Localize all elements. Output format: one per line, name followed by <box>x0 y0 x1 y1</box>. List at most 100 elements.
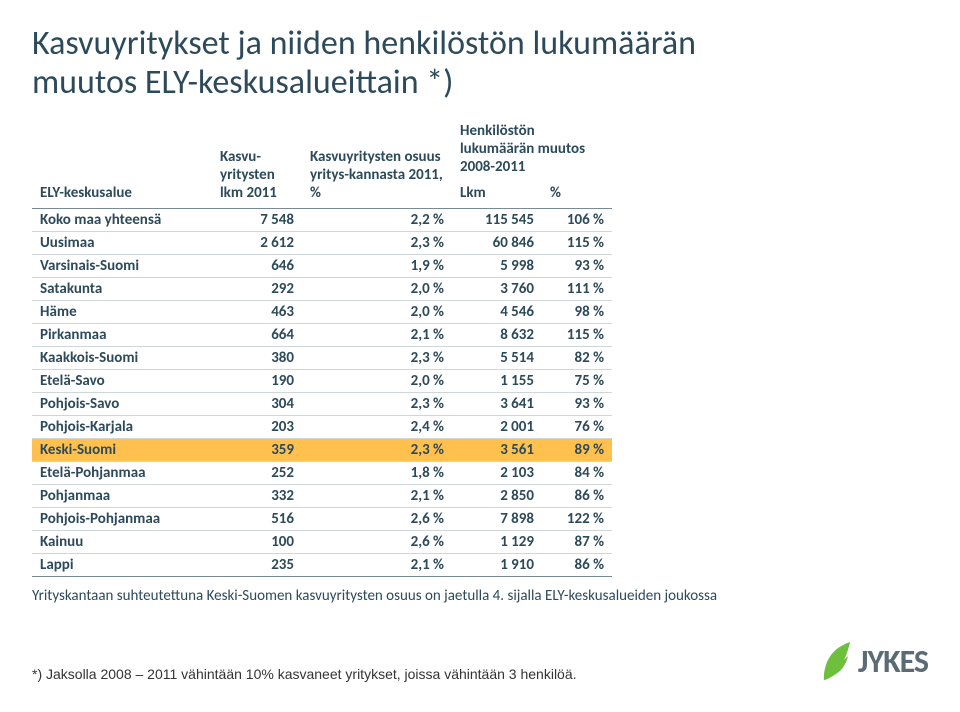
title-line-2: muutos ELY-keskusalueittain *) <box>32 62 453 103</box>
cell-change-lkm: 4 546 <box>452 301 542 324</box>
cell-count: 252 <box>212 462 302 485</box>
cell-share: 2,0 % <box>302 301 452 324</box>
table-row: Pohjois-Pohjanmaa5162,6 %7 898122 % <box>32 508 612 531</box>
cell-change-lkm: 1 910 <box>452 554 542 577</box>
cell-share: 2,0 % <box>302 278 452 301</box>
table-row: Koko maa yhteensä7 5482,2 %115 545106 % <box>32 209 612 232</box>
table-row: Pohjois-Savo3042,3 %3 64193 % <box>32 393 612 416</box>
cell-share: 2,3 % <box>302 393 452 416</box>
table-row: Pohjois-Karjala2032,4 %2 00176 % <box>32 416 612 439</box>
cell-count: 7 548 <box>212 209 302 232</box>
cell-share: 2,1 % <box>302 554 452 577</box>
cell-region: Kainuu <box>32 531 212 554</box>
cell-share: 2,6 % <box>302 508 452 531</box>
table-row: Pirkanmaa6642,1 %8 632115 % <box>32 324 612 347</box>
cell-share: 2,4 % <box>302 416 452 439</box>
table-row: Pohjanmaa3322,1 %2 85086 % <box>32 485 612 508</box>
cell-change-pct: 86 % <box>542 485 612 508</box>
cell-count: 359 <box>212 439 302 462</box>
table-row: Uusimaa2 6122,3 %60 846115 % <box>32 232 612 255</box>
cell-count: 304 <box>212 393 302 416</box>
cell-region: Satakunta <box>32 278 212 301</box>
cell-change-lkm: 60 846 <box>452 232 542 255</box>
table-row: Etelä-Savo1902,0 %1 15575 % <box>32 370 612 393</box>
cell-region: Pohjanmaa <box>32 485 212 508</box>
cell-change-lkm: 2 850 <box>452 485 542 508</box>
cell-change-pct: 115 % <box>542 324 612 347</box>
table-row: Etelä-Pohjanmaa2521,8 %2 10384 % <box>32 462 612 485</box>
cell-change-lkm: 2 103 <box>452 462 542 485</box>
cell-region: Varsinais-Suomi <box>32 255 212 278</box>
title-line-1: Kasvuyritykset ja niiden henkilöstön luk… <box>32 23 696 64</box>
cell-change-lkm: 115 545 <box>452 209 542 232</box>
cell-change-pct: 82 % <box>542 347 612 370</box>
table-row: Lappi2352,1 %1 91086 % <box>32 554 612 577</box>
cell-region: Kaakkois-Suomi <box>32 347 212 370</box>
cell-count: 332 <box>212 485 302 508</box>
cell-count: 516 <box>212 508 302 531</box>
table-row: Kaakkois-Suomi3802,3 %5 51482 % <box>32 347 612 370</box>
cell-count: 100 <box>212 531 302 554</box>
table-row: Keski-Suomi3592,3 %3 56189 % <box>32 439 612 462</box>
cell-count: 646 <box>212 255 302 278</box>
cell-region: Pohjois-Savo <box>32 393 212 416</box>
cell-count: 380 <box>212 347 302 370</box>
cell-share: 1,8 % <box>302 462 452 485</box>
col-header-region: ELY-keskusalue <box>32 120 212 209</box>
cell-count: 235 <box>212 554 302 577</box>
cell-change-pct: 115 % <box>542 232 612 255</box>
table-body: Koko maa yhteensä7 5482,2 %115 545106 %U… <box>32 209 612 577</box>
cell-change-lkm: 3 760 <box>452 278 542 301</box>
table-row: Häme4632,0 %4 54698 % <box>32 301 612 324</box>
cell-region: Etelä-Savo <box>32 370 212 393</box>
cell-share: 2,1 % <box>302 485 452 508</box>
data-table: ELY-keskusalue Kasvu-yritysten lkm 2011 … <box>32 120 612 577</box>
cell-share: 2,1 % <box>302 324 452 347</box>
cell-change-lkm: 3 641 <box>452 393 542 416</box>
cell-change-lkm: 7 898 <box>452 508 542 531</box>
cell-change-pct: 93 % <box>542 255 612 278</box>
cell-region: Häme <box>32 301 212 324</box>
cell-change-pct: 122 % <box>542 508 612 531</box>
cell-change-pct: 86 % <box>542 554 612 577</box>
page-title: Kasvuyritykset ja niiden henkilöstön luk… <box>32 24 928 102</box>
cell-change-pct: 87 % <box>542 531 612 554</box>
cell-share: 2,6 % <box>302 531 452 554</box>
table-row: Satakunta2922,0 %3 760111 % <box>32 278 612 301</box>
cell-share: 2,3 % <box>302 439 452 462</box>
table-row: Kainuu1002,6 %1 12987 % <box>32 531 612 554</box>
cell-share: 2,3 % <box>302 232 452 255</box>
cell-change-lkm: 1 129 <box>452 531 542 554</box>
cell-region: Lappi <box>32 554 212 577</box>
cell-count: 2 612 <box>212 232 302 255</box>
cell-change-lkm: 2 001 <box>452 416 542 439</box>
leaf-icon <box>818 642 852 682</box>
cell-region: Pohjois-Karjala <box>32 416 212 439</box>
cell-region: Etelä-Pohjanmaa <box>32 462 212 485</box>
cell-change-lkm: 5 514 <box>452 347 542 370</box>
cell-count: 664 <box>212 324 302 347</box>
cell-count: 190 <box>212 370 302 393</box>
cell-change-lkm: 1 155 <box>452 370 542 393</box>
cell-region: Uusimaa <box>32 232 212 255</box>
col-header-change-group: Henkilöstön lukumäärän muutos 2008-2011 <box>452 120 612 182</box>
cell-change-pct: 98 % <box>542 301 612 324</box>
cell-region: Pohjois-Pohjanmaa <box>32 508 212 531</box>
cell-count: 292 <box>212 278 302 301</box>
cell-change-lkm: 8 632 <box>452 324 542 347</box>
cell-change-pct: 106 % <box>542 209 612 232</box>
col-header-change-lkm: Lkm <box>452 182 542 209</box>
logo-text: JYKES <box>858 642 928 681</box>
cell-change-pct: 89 % <box>542 439 612 462</box>
cell-region: Pirkanmaa <box>32 324 212 347</box>
cell-region: Keski-Suomi <box>32 439 212 462</box>
col-header-count: Kasvu-yritysten lkm 2011 <box>212 120 302 209</box>
cell-change-pct: 84 % <box>542 462 612 485</box>
cell-change-pct: 111 % <box>542 278 612 301</box>
col-header-share: Kasvuyritysten osuus yritys-kannasta 201… <box>302 120 452 209</box>
table-footnote: Yrityskantaan suhteutettuna Keski-Suomen… <box>32 587 732 606</box>
cell-change-lkm: 3 561 <box>452 439 542 462</box>
cell-share: 2,2 % <box>302 209 452 232</box>
cell-count: 463 <box>212 301 302 324</box>
cell-share: 2,0 % <box>302 370 452 393</box>
